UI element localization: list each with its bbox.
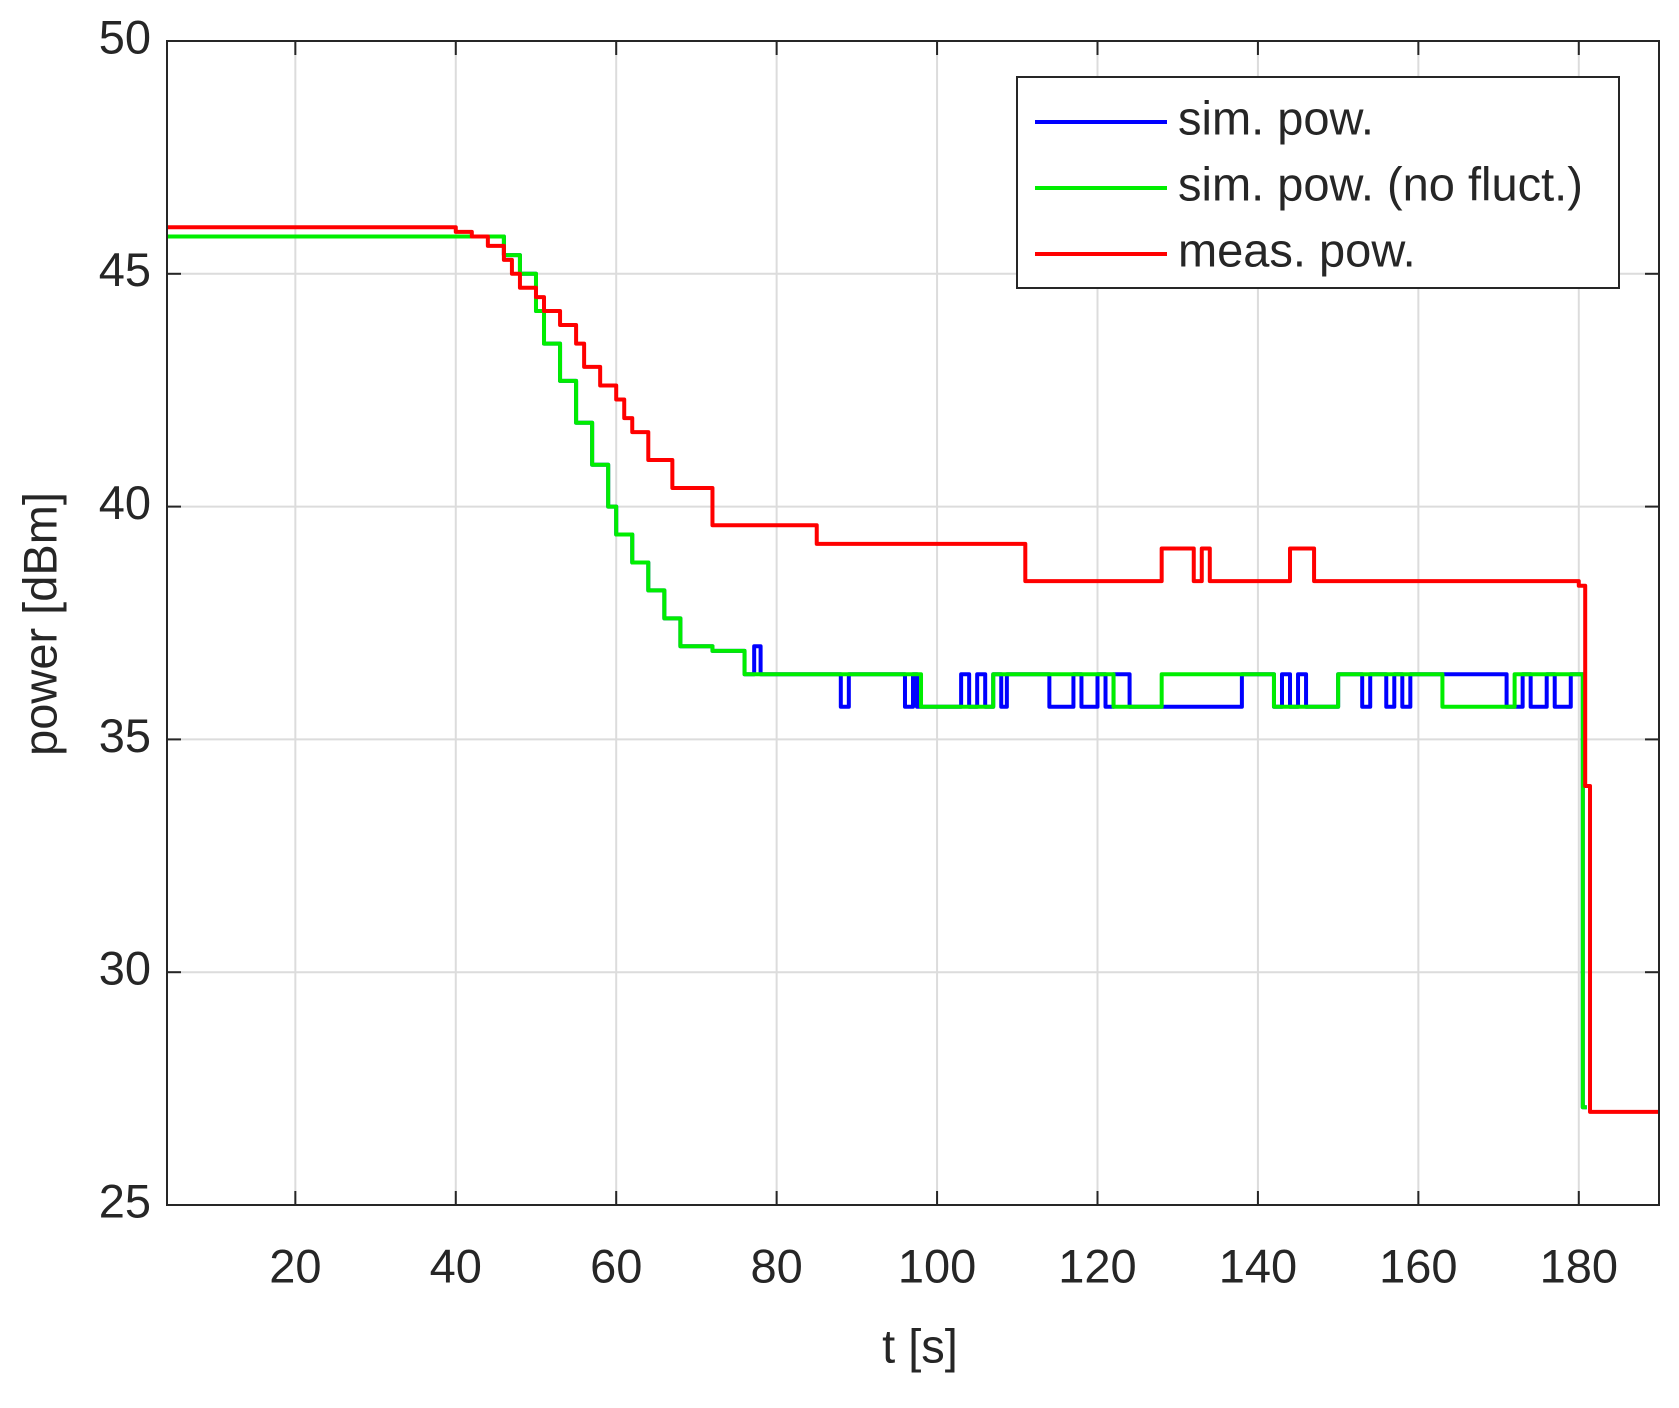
x-tick-label: 20: [269, 1239, 321, 1292]
y-axis-label: power [dBm]: [13, 492, 66, 756]
x-tick-label: 60: [590, 1239, 642, 1292]
y-tick-label: 30: [99, 942, 151, 995]
x-tick-label: 140: [1219, 1239, 1297, 1292]
y-tick-label: 40: [99, 476, 151, 529]
y-tick-label: 25: [99, 1174, 151, 1227]
y-tick-label: 50: [99, 10, 151, 63]
x-tick-label: 100: [898, 1239, 976, 1292]
x-tick-label: 160: [1379, 1239, 1457, 1292]
x-tick-label: 120: [1058, 1239, 1136, 1292]
legend-label: meas. pow.: [1178, 223, 1416, 276]
x-axis-label: t [s]: [882, 1319, 958, 1372]
y-tick-label: 35: [99, 709, 151, 762]
axes-frame: [166, 40, 1660, 1206]
legend-label: sim. pow.: [1178, 91, 1374, 144]
x-tick-label: 80: [750, 1239, 802, 1292]
x-tick-label: 180: [1540, 1239, 1618, 1292]
legend-label: sim. pow. (no fluct.): [1178, 157, 1583, 210]
y-tick-label: 45: [99, 243, 151, 296]
data-line: [167, 234, 1587, 1110]
x-tick-label: 40: [430, 1239, 482, 1292]
data-line: [167, 225, 1659, 1114]
